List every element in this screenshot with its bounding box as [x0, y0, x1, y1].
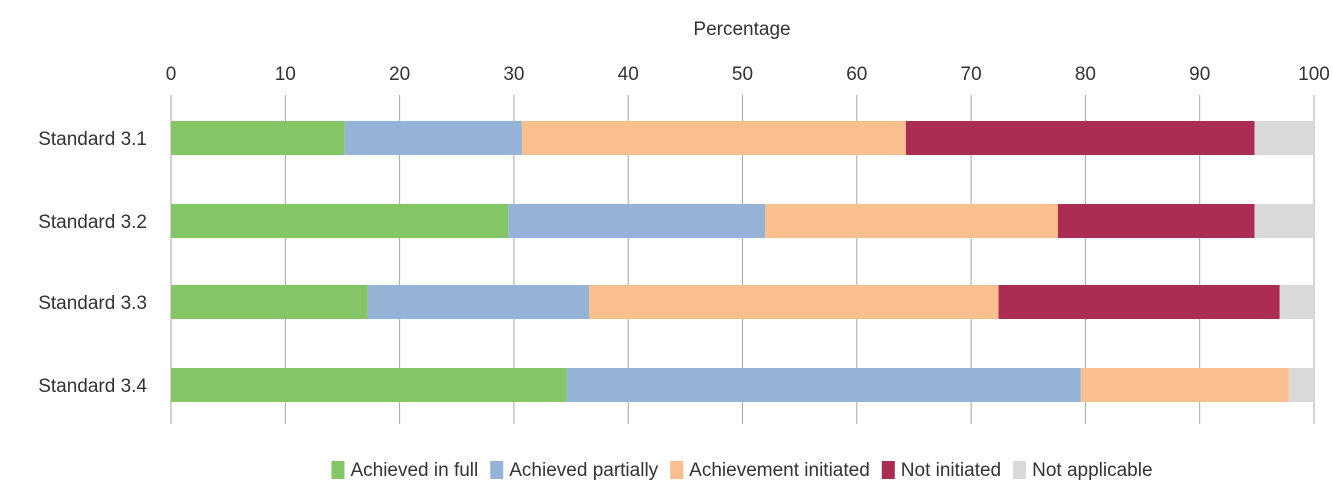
legend-label: Achievement initiated — [689, 460, 870, 481]
bar-segment — [1254, 121, 1314, 155]
legend-label: Achieved in full — [350, 460, 478, 481]
legend: Achieved in full Achieved partially Achiev… — [331, 460, 1153, 481]
category-label: Standard 3.1 — [38, 129, 147, 150]
bar-segment — [1057, 204, 1255, 238]
legend-swatch — [331, 461, 345, 479]
bar-segment — [344, 121, 522, 155]
category-labels: Standard 3.1 Standard 3.2 Standard 3.3 Stan… — [38, 129, 147, 397]
x-tick-label: 30 — [503, 64, 524, 85]
bar-segment — [1288, 368, 1314, 402]
bar-segment — [171, 121, 345, 155]
bar-segment — [367, 285, 590, 319]
category-label: Standard 3.4 — [38, 376, 147, 397]
legend-label: Achieved partially — [509, 460, 658, 481]
x-axis-title: Percentage — [693, 19, 790, 40]
x-tick-labels: 0 10 20 30 40 50 60 70 80 90 100 — [166, 64, 1330, 85]
x-tick-label: 90 — [1189, 64, 1210, 85]
x-tick-label: 100 — [1298, 64, 1330, 85]
bars — [171, 121, 1314, 402]
legend-label: Not initiated — [901, 460, 1001, 481]
bar-segment — [171, 285, 368, 319]
bar-segment — [171, 204, 509, 238]
x-tick-label: 50 — [732, 64, 753, 85]
x-tick-label: 80 — [1075, 64, 1096, 85]
legend-swatch — [1013, 461, 1027, 479]
legend-swatch — [881, 461, 895, 479]
bar-segment — [765, 204, 1058, 238]
x-tick-label: 0 — [166, 64, 177, 85]
bar-segment — [1080, 368, 1289, 402]
x-tick-label: 40 — [618, 64, 639, 85]
bar-segment — [171, 368, 567, 402]
bar-segment — [589, 285, 999, 319]
x-tick-label: 10 — [275, 64, 296, 85]
bar-segment — [521, 121, 906, 155]
bar-segment — [1254, 204, 1314, 238]
bar-segment — [905, 121, 1255, 155]
x-tick-label: 20 — [389, 64, 410, 85]
category-label: Standard 3.3 — [38, 293, 147, 314]
legend-swatch — [670, 461, 684, 479]
legend-swatch — [490, 461, 504, 479]
bar-segment — [508, 204, 766, 238]
legend-label: Not applicable — [1032, 460, 1152, 481]
bar-segment — [998, 285, 1280, 319]
x-tick-label: 60 — [846, 64, 867, 85]
category-label: Standard 3.2 — [38, 212, 147, 233]
bar-segment — [1279, 285, 1314, 319]
bar-segment — [566, 368, 1081, 402]
x-tick-label: 70 — [961, 64, 982, 85]
